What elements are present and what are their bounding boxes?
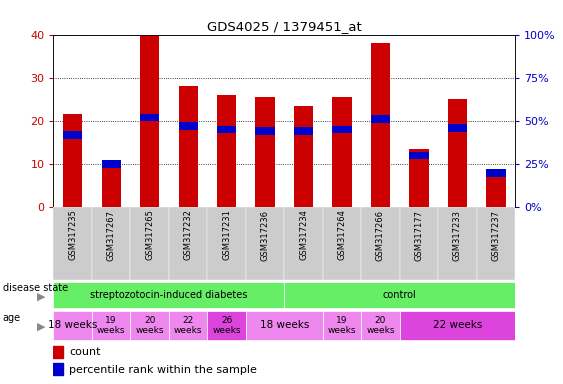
Text: streptozotocin-induced diabetes: streptozotocin-induced diabetes xyxy=(90,290,248,300)
Bar xyxy=(332,97,352,207)
Bar xyxy=(448,124,467,132)
Bar xyxy=(178,86,198,207)
Bar xyxy=(371,115,390,123)
Bar xyxy=(131,207,169,280)
Bar xyxy=(332,126,352,134)
Bar xyxy=(323,311,361,340)
Text: 18 weeks: 18 weeks xyxy=(260,320,309,331)
Bar xyxy=(400,311,515,340)
Bar xyxy=(400,207,438,280)
Text: GSM317264: GSM317264 xyxy=(338,210,346,260)
Text: control: control xyxy=(383,290,417,300)
Bar xyxy=(323,207,361,280)
Bar xyxy=(140,114,159,121)
Bar xyxy=(169,311,207,340)
Text: ▶: ▶ xyxy=(37,291,45,301)
Text: GSM317233: GSM317233 xyxy=(453,210,462,261)
Bar xyxy=(92,311,131,340)
Text: 20
weeks: 20 weeks xyxy=(136,316,164,335)
Bar xyxy=(448,99,467,207)
Text: disease state: disease state xyxy=(3,283,68,293)
Text: 26
weeks: 26 weeks xyxy=(212,316,241,335)
Bar xyxy=(361,311,400,340)
Text: GSM317237: GSM317237 xyxy=(491,210,501,261)
Bar xyxy=(53,363,63,376)
Bar xyxy=(53,282,284,308)
Text: GSM317265: GSM317265 xyxy=(145,210,154,260)
Bar xyxy=(284,282,515,308)
Bar xyxy=(207,207,246,280)
Text: 19
weeks: 19 weeks xyxy=(328,316,356,335)
Bar xyxy=(246,207,284,280)
Title: GDS4025 / 1379451_at: GDS4025 / 1379451_at xyxy=(207,20,361,33)
Text: 22
weeks: 22 weeks xyxy=(174,316,202,335)
Bar xyxy=(361,207,400,280)
Bar xyxy=(486,170,506,207)
Bar xyxy=(217,95,236,207)
Bar xyxy=(246,311,323,340)
Bar xyxy=(53,346,63,358)
Bar xyxy=(284,207,323,280)
Text: 19
weeks: 19 weeks xyxy=(97,316,126,335)
Bar xyxy=(178,122,198,130)
Text: GSM317231: GSM317231 xyxy=(222,210,231,260)
Text: GSM317232: GSM317232 xyxy=(184,210,193,260)
Text: count: count xyxy=(69,347,101,358)
Bar xyxy=(486,169,506,177)
Text: GSM317177: GSM317177 xyxy=(414,210,423,261)
Bar xyxy=(477,207,515,280)
Bar xyxy=(101,160,121,168)
Bar xyxy=(256,97,275,207)
Text: GSM317236: GSM317236 xyxy=(261,210,270,261)
Bar xyxy=(294,127,313,135)
Bar xyxy=(294,106,313,207)
Text: GSM317234: GSM317234 xyxy=(299,210,308,260)
Bar xyxy=(92,207,131,280)
Bar xyxy=(207,311,246,340)
Text: age: age xyxy=(3,313,21,323)
Bar xyxy=(409,152,428,159)
Bar xyxy=(53,207,92,280)
Bar xyxy=(63,114,82,207)
Bar xyxy=(217,126,236,134)
Text: GSM317266: GSM317266 xyxy=(376,210,385,261)
Text: GSM317235: GSM317235 xyxy=(68,210,77,260)
Bar xyxy=(409,149,428,207)
Bar xyxy=(371,43,390,207)
Bar xyxy=(101,164,121,207)
Bar xyxy=(256,127,275,135)
Bar xyxy=(140,35,159,207)
Bar xyxy=(131,311,169,340)
Bar xyxy=(63,131,82,139)
Bar xyxy=(438,207,477,280)
Text: 20
weeks: 20 weeks xyxy=(367,316,395,335)
Text: 18 weeks: 18 weeks xyxy=(48,320,97,331)
Text: GSM317267: GSM317267 xyxy=(107,210,115,261)
Bar xyxy=(53,311,92,340)
Bar xyxy=(169,207,207,280)
Text: percentile rank within the sample: percentile rank within the sample xyxy=(69,364,257,375)
Text: ▶: ▶ xyxy=(37,322,45,332)
Text: 22 weeks: 22 weeks xyxy=(433,320,482,331)
